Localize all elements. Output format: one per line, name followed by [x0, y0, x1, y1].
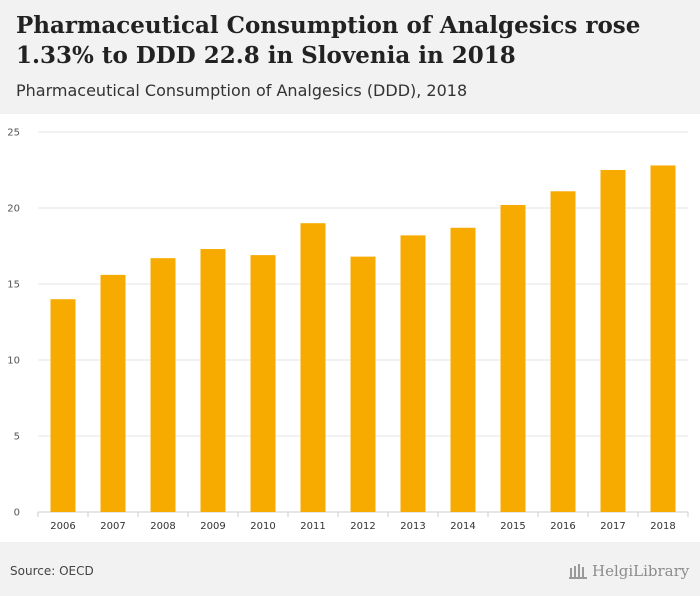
bar: [150, 258, 176, 512]
chart-panel: 0 5 10 15 20 25 2006 2007 2008 2009 2010 2011 2012 20…: [0, 114, 700, 542]
x-tick-label: 2008: [150, 521, 175, 532]
chart-subtitle: Pharmaceutical Consumption of Analgesics…: [16, 81, 468, 100]
library-building-icon: [569, 564, 587, 579]
x-tick-label: 2010: [250, 521, 275, 532]
y-tick-label: 25: [7, 128, 20, 139]
bar: [450, 227, 476, 512]
x-tick-label: 2017: [600, 521, 625, 532]
y-tick-label: 15: [7, 280, 20, 291]
y-tick-label: 10: [7, 356, 20, 367]
x-tick-label: 2016: [550, 521, 575, 532]
helgilibrary-logo[interactable]: HelgiLibrary: [568, 560, 692, 582]
bar: [350, 256, 376, 512]
bar: [250, 255, 276, 512]
bar: [650, 165, 676, 512]
chart-header: Pharmaceutical Consumption of Analgesics…: [0, 0, 700, 114]
x-tick-label: 2018: [650, 521, 675, 532]
bar-chart: 0 5 10 15 20 25 2006 2007 2008 2009 2010 2011 2012 20…: [7, 128, 689, 532]
y-tick-label: 20: [7, 204, 20, 215]
page-title: Pharmaceutical Consumption of Analgesics…: [16, 12, 641, 69]
bar: [400, 235, 426, 513]
source-label: Source: OECD: [10, 564, 94, 578]
y-tick-label: 5: [14, 432, 20, 443]
x-tick-label: 2012: [350, 521, 375, 532]
x-tick-label: 2009: [200, 521, 225, 532]
y-tick-label: 0: [14, 508, 20, 519]
x-tick-label: 2011: [300, 521, 325, 532]
logo-text: HelgiLibrary: [592, 562, 690, 580]
x-tick-label: 2006: [50, 521, 75, 532]
bar: [50, 299, 76, 512]
x-tick-label: 2015: [500, 521, 525, 532]
x-tick-label: 2014: [450, 521, 475, 532]
bar: [600, 170, 626, 512]
bar: [300, 223, 326, 512]
bar: [550, 191, 576, 512]
bar: [200, 249, 226, 513]
x-tick-label: 2013: [400, 521, 425, 532]
bar: [100, 274, 126, 512]
bar: [500, 204, 526, 512]
chart-footer: Source: OECD HelgiLibrary: [0, 542, 700, 596]
x-tick-label: 2007: [100, 521, 125, 532]
